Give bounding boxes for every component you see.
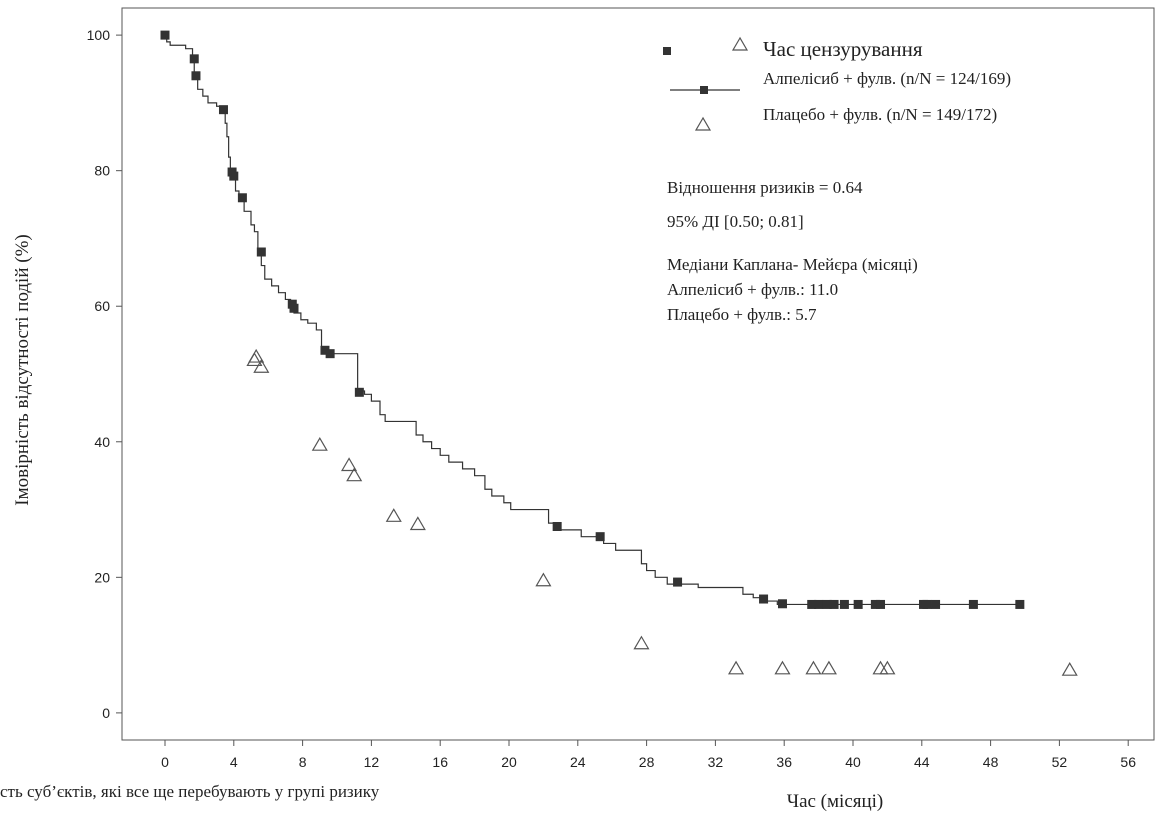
alpelisib-censor-mark bbox=[822, 599, 832, 609]
placebo-censor-mark bbox=[346, 467, 363, 482]
alpelisib-censor-mark bbox=[354, 387, 364, 397]
x-tick-label: 52 bbox=[1052, 754, 1068, 770]
x-tick-label: 36 bbox=[776, 754, 792, 770]
alpelisib-censor-mark bbox=[189, 54, 199, 64]
placebo-censor-mark bbox=[311, 436, 328, 451]
alpelisib-censor-mark bbox=[237, 193, 247, 203]
alpelisib-censor-mark bbox=[229, 171, 239, 181]
placebo-censor-mark bbox=[1061, 661, 1078, 676]
placebo-censor-mark bbox=[385, 508, 402, 522]
x-tick-label: 44 bbox=[914, 754, 930, 770]
plot-frame bbox=[121, 7, 1155, 741]
x-tick-label: 28 bbox=[639, 754, 655, 770]
alpelisib-censor-mark bbox=[876, 599, 886, 609]
placebo-censor-marks bbox=[246, 348, 1078, 676]
alpelisib-censor-mark bbox=[931, 599, 941, 609]
legend-triangle-marker bbox=[731, 36, 749, 51]
alpelisib-survival-line bbox=[165, 34, 1020, 606]
placebo-censor-mark bbox=[774, 660, 791, 675]
placebo-censor-mark bbox=[535, 572, 552, 587]
alpelisib-censor-mark bbox=[256, 247, 266, 257]
y-tick-label: 40 bbox=[94, 434, 110, 450]
alpelisib-censor-marks bbox=[160, 30, 1025, 609]
alpelisib-censor-mark bbox=[160, 30, 170, 40]
y-tick-label: 20 bbox=[94, 569, 110, 585]
placebo-censor-mark bbox=[253, 359, 270, 373]
alpelisib-censor-mark bbox=[595, 532, 605, 542]
x-tick-label: 0 bbox=[161, 754, 169, 770]
alpelisib-censor-mark bbox=[1015, 599, 1025, 609]
x-axis-label: Час (місяці) bbox=[787, 791, 884, 812]
alpelisib-censor-mark bbox=[673, 577, 683, 587]
alpelisib-censor-mark bbox=[814, 599, 824, 609]
alpelisib-censor-mark bbox=[552, 522, 562, 531]
legend-series-b: Плацебо + фулв. (n/N = 149/172) bbox=[763, 105, 997, 124]
y-tick-label: 100 bbox=[87, 27, 111, 43]
placebo-censor-mark bbox=[872, 660, 889, 675]
risk-table-caption: сть суб’єктів, які все ще перебувають у … bbox=[0, 782, 380, 801]
alpelisib-censor-mark bbox=[829, 599, 839, 609]
legend-placebo-marker bbox=[694, 116, 712, 131]
legend-line-marker bbox=[700, 86, 708, 94]
hazard-ratio: Відношення ризиків = 0.64 bbox=[667, 178, 863, 197]
alpelisib-censor-mark bbox=[870, 599, 880, 609]
x-tick-label: 16 bbox=[432, 754, 448, 770]
alpelisib-censor-mark bbox=[325, 349, 335, 359]
alpelisib-censor-mark bbox=[759, 594, 769, 604]
x-tick-label: 56 bbox=[1120, 754, 1136, 770]
y-tick-label: 80 bbox=[94, 163, 110, 179]
placebo-censor-mark bbox=[727, 660, 745, 675]
median-title: Медіани Каплана- Мейєра (місяці) bbox=[667, 255, 918, 274]
y-tick-label: 60 bbox=[94, 298, 110, 314]
alpelisib-censor-mark bbox=[218, 105, 228, 115]
alpelisib-censor-mark bbox=[968, 599, 978, 609]
placebo-censor-mark bbox=[820, 660, 837, 675]
x-tick-label: 4 bbox=[230, 754, 238, 770]
stats-block: Відношення ризиків = 0.64 95% ДІ [0.50; … bbox=[667, 178, 918, 324]
alpelisib-censor-mark bbox=[807, 599, 817, 609]
placebo-censor-mark bbox=[246, 352, 263, 367]
y-axis-ticks: 0 20 40 60 80 100 bbox=[87, 27, 122, 721]
confidence-interval: 95% ДІ [0.50; 0.81] bbox=[667, 212, 804, 231]
x-tick-label: 48 bbox=[983, 754, 999, 770]
alpelisib-censor-mark bbox=[922, 599, 932, 609]
legend-series-a: Алпелісиб + фулв. (n/N = 124/169) bbox=[763, 69, 1011, 88]
alpelisib-censor-mark bbox=[320, 345, 330, 355]
legend: Час цензурування Алпелісиб + фулв. (n/N … bbox=[663, 36, 1011, 131]
legend-censor-label: Час цензурування bbox=[763, 37, 923, 61]
y-tick-label: 0 bbox=[102, 705, 110, 721]
median-placebo: Плацебо + фулв.: 5.7 bbox=[667, 305, 817, 324]
x-tick-label: 12 bbox=[364, 754, 380, 770]
y-axis-label: Імовірність відсутності подій (%) bbox=[12, 234, 33, 505]
median-alpelisib: Алпелісиб + фулв.: 11.0 bbox=[667, 280, 838, 299]
placebo-censor-mark bbox=[805, 660, 822, 675]
x-axis-ticks: 0 4 8 12 16 20 24 28 32 36 40 44 48 52 56 bbox=[161, 740, 1136, 770]
placebo-censor-mark bbox=[340, 457, 358, 472]
legend-square-marker bbox=[663, 47, 671, 55]
alpelisib-censor-mark bbox=[191, 71, 201, 81]
placebo-censor-mark bbox=[879, 660, 896, 675]
alpelisib-censor-mark bbox=[289, 303, 299, 313]
x-tick-label: 40 bbox=[845, 754, 861, 770]
x-tick-label: 24 bbox=[570, 754, 586, 770]
x-tick-label: 20 bbox=[501, 754, 517, 770]
placebo-censor-mark bbox=[633, 635, 650, 650]
alpelisib-censor-mark bbox=[853, 599, 863, 609]
alpelisib-censor-mark bbox=[777, 599, 787, 609]
x-tick-label: 8 bbox=[299, 754, 307, 770]
alpelisib-censor-mark bbox=[839, 599, 849, 609]
placebo-censor-mark bbox=[409, 516, 426, 531]
x-tick-label: 32 bbox=[708, 754, 724, 770]
